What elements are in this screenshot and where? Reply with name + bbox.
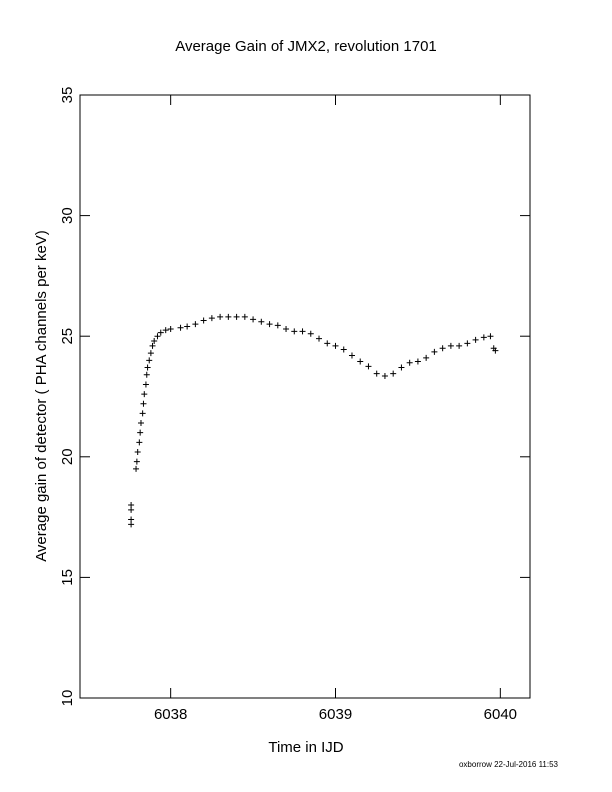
point <box>365 363 372 370</box>
point <box>139 410 146 417</box>
y-tick-label: 35 <box>59 87 76 104</box>
point <box>146 357 153 364</box>
point <box>143 371 150 378</box>
point <box>250 316 257 323</box>
point <box>472 336 479 343</box>
point <box>299 328 306 335</box>
x-tick-label: 6040 <box>484 706 517 723</box>
point <box>398 364 405 371</box>
point <box>225 313 232 320</box>
point <box>348 352 355 359</box>
point <box>157 329 164 336</box>
point <box>381 372 388 379</box>
point <box>431 348 438 355</box>
point <box>133 458 140 465</box>
x-tick-label: 6038 <box>154 706 187 723</box>
y-axis-label: Average gain of detector ( PHA channels … <box>33 230 50 562</box>
y-tick-label: 25 <box>59 328 76 345</box>
x-tick-label: 6039 <box>319 706 352 723</box>
point <box>464 340 471 347</box>
point <box>307 330 314 337</box>
point <box>406 359 413 366</box>
point <box>137 420 144 427</box>
point <box>200 317 207 324</box>
point <box>149 342 156 349</box>
point <box>147 350 154 357</box>
point <box>144 364 151 371</box>
point <box>241 313 248 320</box>
point <box>423 354 430 361</box>
point <box>456 342 463 349</box>
point <box>291 328 298 335</box>
point <box>133 465 140 472</box>
point <box>128 516 135 523</box>
point <box>177 324 184 331</box>
point <box>414 358 421 365</box>
point <box>154 333 161 340</box>
point <box>316 335 323 342</box>
point <box>390 370 397 377</box>
point <box>137 429 144 436</box>
point <box>151 338 158 345</box>
point <box>258 318 265 325</box>
y-tick-label: 30 <box>59 207 76 224</box>
point <box>492 347 499 354</box>
point <box>373 370 380 377</box>
point <box>324 340 331 347</box>
point <box>274 322 281 329</box>
y-tick-label: 20 <box>59 448 76 465</box>
y-tick-label: 10 <box>59 690 76 707</box>
y-tick-label: 15 <box>59 569 76 586</box>
point <box>142 381 149 388</box>
point <box>162 327 169 334</box>
point <box>217 313 224 320</box>
point <box>184 323 191 330</box>
point <box>487 333 494 340</box>
point <box>192 321 199 328</box>
point <box>233 313 240 320</box>
point <box>140 400 147 407</box>
point <box>136 439 143 446</box>
point <box>480 334 487 341</box>
point <box>134 448 141 455</box>
point <box>439 345 446 352</box>
point <box>128 502 135 509</box>
point <box>283 325 290 332</box>
point <box>447 342 454 349</box>
point <box>340 346 347 353</box>
point <box>208 315 215 322</box>
plot-frame <box>79 94 531 699</box>
point <box>266 321 273 328</box>
footer: oxborrow 22-Jul-2016 11:53 <box>459 760 559 769</box>
point <box>141 391 148 398</box>
point <box>332 342 339 349</box>
x-axis-label: Time in IJD <box>268 739 343 756</box>
point <box>357 358 364 365</box>
point <box>167 325 174 332</box>
chart-title: Average Gain of JMX2, revolution 1701 <box>175 38 437 55</box>
